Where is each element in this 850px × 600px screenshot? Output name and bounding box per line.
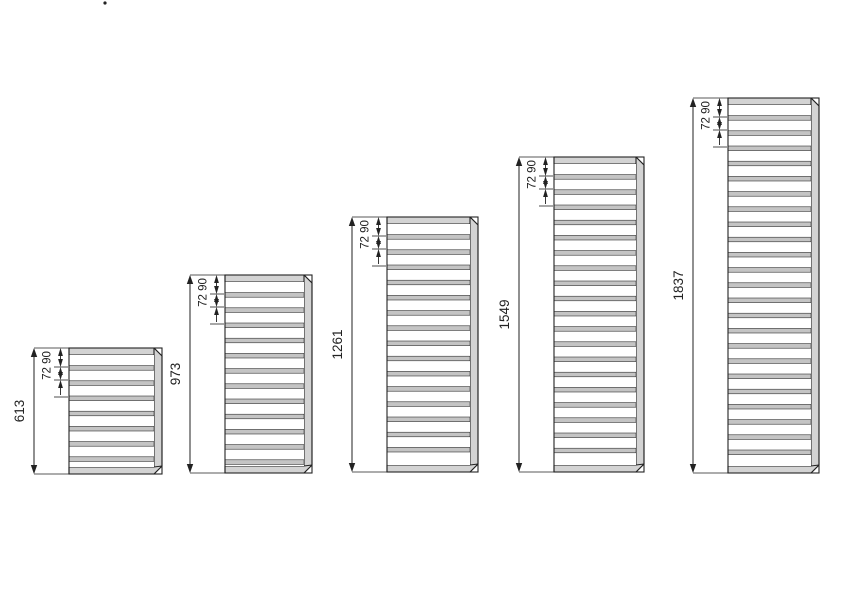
svg-text:90: 90 — [527, 160, 539, 173]
svg-text:90: 90 — [360, 220, 372, 233]
svg-text:613: 613 — [12, 400, 27, 423]
svg-text:72: 72 — [527, 176, 539, 189]
svg-text:1549: 1549 — [497, 299, 512, 329]
svg-text:90: 90 — [701, 101, 713, 114]
svg-text:1261: 1261 — [330, 329, 345, 359]
svg-text:1837: 1837 — [671, 270, 686, 300]
svg-text:72: 72 — [198, 294, 210, 307]
svg-text:973: 973 — [168, 363, 183, 386]
svg-text:90: 90 — [198, 278, 210, 291]
svg-text:72: 72 — [42, 367, 54, 380]
svg-text:90: 90 — [42, 351, 54, 364]
svg-text:72: 72 — [360, 236, 372, 249]
svg-text:72: 72 — [701, 117, 713, 130]
